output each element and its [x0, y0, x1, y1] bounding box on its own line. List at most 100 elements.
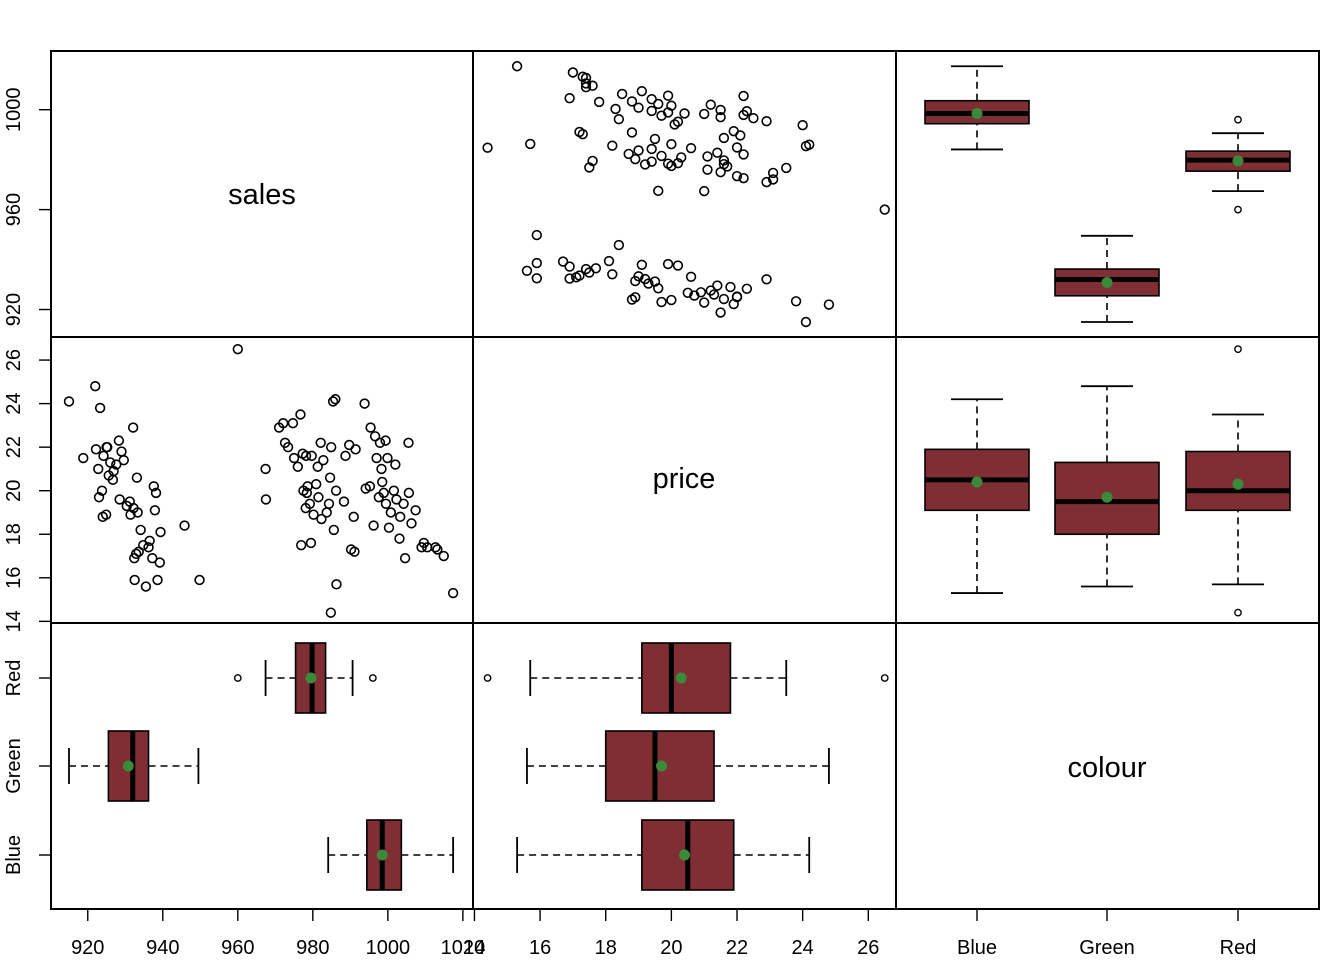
- scatter-point-sales-price: [304, 498, 316, 509]
- hbox-price-green-mean: [656, 760, 668, 772]
- scatter-point-price-sales: [879, 204, 890, 215]
- scatter-point-price-sales: [639, 159, 651, 170]
- scatter-point-price-sales: [738, 149, 749, 160]
- box-price-blue-mean: [971, 476, 983, 488]
- scatter-point-sales-price: [380, 435, 391, 446]
- diag-label-price: price: [653, 463, 716, 495]
- scatter-point-sales-price: [129, 574, 140, 586]
- bottom-colour-tick-label: Red: [1220, 937, 1257, 959]
- scatter-point-sales-price: [138, 539, 149, 551]
- scatter-point-sales-price: [330, 485, 342, 496]
- hbox-sales-red-outlier: [233, 674, 242, 682]
- scatter-point-price-sales: [672, 116, 684, 127]
- scatter-point-price-sales: [521, 265, 533, 277]
- scatter-point-sales-price: [327, 396, 339, 407]
- scatter-point-price-sales: [718, 155, 730, 166]
- scatter-point-sales-price: [118, 455, 129, 466]
- scatter-point-sales-price: [348, 511, 359, 523]
- hbox-price-red-outlier: [483, 674, 492, 682]
- scatter-point-sales-price: [100, 509, 112, 520]
- scatter-point-price-sales: [698, 297, 710, 308]
- scatter-point-price-sales: [613, 113, 625, 125]
- scatter-point-sales-price: [295, 409, 306, 420]
- scatter-point-sales-price: [113, 435, 125, 446]
- scatter-point-price-sales: [636, 86, 648, 97]
- panel-0-1: [472, 50, 897, 338]
- scatter-point-sales-price: [305, 537, 317, 549]
- hbox-price-red-mean: [675, 672, 687, 684]
- scatter-point-sales-price: [147, 553, 158, 564]
- scatter-point-sales-price: [365, 422, 376, 433]
- bottom-sales-tick-label: 920: [71, 937, 104, 959]
- scatter-point-price-sales: [823, 299, 835, 310]
- scatter-point-sales-price: [438, 550, 449, 562]
- scatter-point-price-sales: [574, 270, 585, 281]
- scatter-point-sales-price: [316, 513, 327, 525]
- scatter-point-sales-price: [394, 533, 405, 544]
- scatter-point-sales-price: [292, 461, 304, 472]
- scatter-point-price-sales: [662, 258, 674, 270]
- scatter-point-sales-price: [98, 450, 109, 462]
- scatter-point-sales-price: [368, 520, 379, 531]
- scatter-point-price-sales: [593, 96, 605, 108]
- scatter-point-price-sales: [682, 287, 693, 298]
- left-sales-tick-label: 960: [3, 193, 25, 226]
- scatter-point-sales-price: [127, 422, 139, 433]
- scatter-point-price-sales: [702, 151, 713, 162]
- scatter-point-price-sales: [702, 164, 713, 175]
- scatter-point-sales-price: [144, 535, 155, 546]
- scatter-point-price-sales: [781, 162, 792, 174]
- scatter-point-price-sales: [633, 145, 644, 156]
- scatter-point-sales-price: [432, 544, 443, 555]
- scatter-point-price-sales: [685, 271, 697, 282]
- scatter-point-sales-price: [364, 481, 376, 492]
- scatter-point-price-sales: [715, 307, 726, 318]
- scatter-point-price-sales: [630, 292, 641, 303]
- box-price-red-mean: [1232, 478, 1244, 490]
- scatter-point-sales-price: [331, 579, 342, 590]
- scatter-point-sales-price: [125, 509, 136, 520]
- scatter-point-price-sales: [607, 269, 618, 280]
- scatter-point-price-sales: [738, 90, 749, 102]
- hbox-price-red-outlier: [880, 674, 889, 682]
- scatter-point-price-sales: [718, 158, 730, 170]
- bottom-sales-tick-label: 1020: [441, 937, 486, 959]
- scatter-point-price-sales: [712, 280, 723, 291]
- hbox-sales-red-mean: [305, 672, 317, 684]
- scatter-point-sales-price: [371, 452, 382, 464]
- scatter-point-price-sales: [718, 132, 730, 144]
- left-price-tick-label: 18: [3, 523, 25, 545]
- scatter-point-sales-price: [406, 518, 417, 529]
- scatter-point-sales-price: [369, 431, 381, 442]
- scatter-point-sales-price: [376, 463, 387, 475]
- bottom-colour-tick-label: Blue: [957, 937, 997, 959]
- scatter-point-price-sales: [685, 142, 697, 154]
- scatter-point-price-sales: [564, 261, 575, 272]
- scatter-point-sales-price: [312, 461, 323, 472]
- scatter-point-sales-price: [116, 446, 127, 457]
- scatter-point-sales-price: [94, 402, 106, 414]
- scatter-point-price-sales: [715, 111, 726, 123]
- scatter-point-price-sales: [679, 108, 690, 119]
- scatter-point-price-sales: [531, 257, 542, 269]
- scatter-point-sales-price: [93, 492, 105, 503]
- hbox-sales-red-outlier: [368, 674, 377, 682]
- scatter-point-sales-price: [179, 520, 190, 531]
- scatter-point-sales-price: [131, 472, 143, 483]
- scatter-point-sales-price: [90, 380, 101, 392]
- left-price-tick-label: 26: [3, 349, 25, 371]
- scatter-point-sales-price: [390, 459, 401, 470]
- scatter-point-price-sales: [761, 274, 772, 285]
- scatter-point-sales-price: [378, 487, 389, 499]
- bottom-price-tick-label: 26: [857, 937, 879, 959]
- scatter-point-sales-price: [102, 441, 113, 453]
- scatter-point-sales-price: [155, 526, 166, 538]
- left-price-tick-label: 16: [3, 567, 25, 589]
- scatter-point-sales-price: [140, 581, 152, 592]
- scatter-point-price-sales: [633, 271, 644, 282]
- scatter-point-sales-price: [96, 485, 108, 496]
- scatter-point-sales-price: [395, 511, 406, 523]
- scatter-point-sales-price: [149, 505, 161, 516]
- box-sales-green-mean: [1101, 277, 1113, 289]
- left-price-tick-label: 14: [3, 610, 25, 632]
